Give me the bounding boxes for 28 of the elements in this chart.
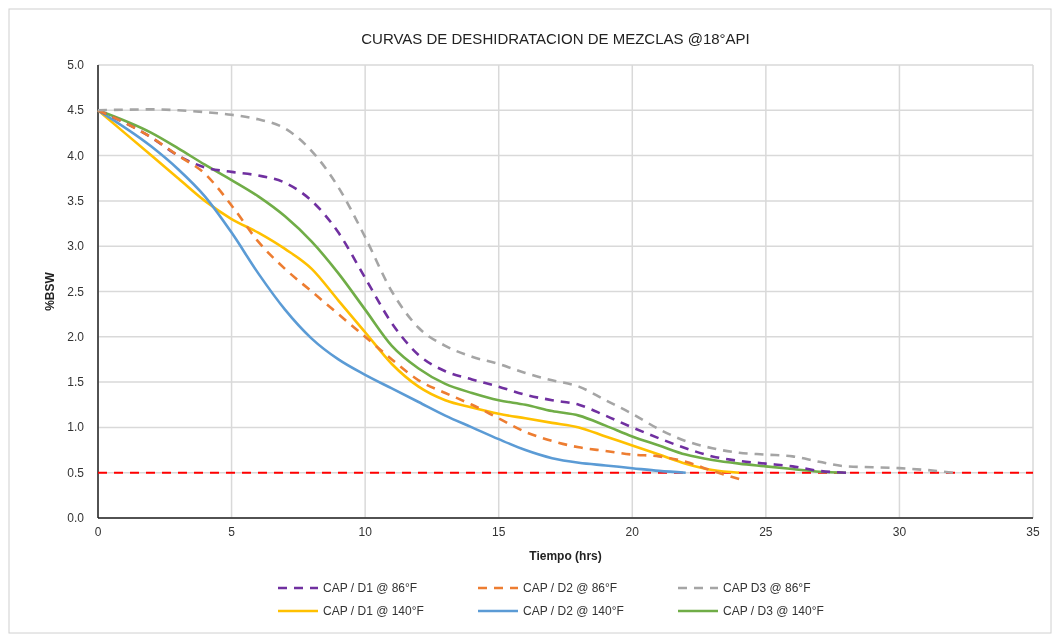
legend-label: CAP / D2 @ 86°F bbox=[523, 581, 618, 595]
y-tick-label: 1.5 bbox=[67, 375, 85, 390]
x-tick-label: 35 bbox=[1026, 525, 1040, 539]
y-tick-label: 4.5 bbox=[67, 103, 85, 118]
x-axis-title: Tiempo (hrs) bbox=[529, 549, 602, 563]
y-tick-label: 5.0 bbox=[67, 58, 85, 72]
x-tick-label: 20 bbox=[625, 525, 640, 539]
x-tick-label: 30 bbox=[892, 525, 907, 539]
y-tick-label: 3.0 bbox=[67, 239, 85, 254]
legend-label: CAP D3 @ 86°F bbox=[723, 581, 811, 595]
x-tick-label: 25 bbox=[759, 525, 773, 539]
x-tick-label: 0 bbox=[94, 525, 102, 539]
y-tick-label: 1.0 bbox=[67, 420, 85, 435]
y-tick-label: 3.5 bbox=[67, 193, 85, 208]
y-tick-label: 4.0 bbox=[67, 148, 85, 163]
x-tick-label: 10 bbox=[358, 525, 373, 539]
y-tick-label: 2.5 bbox=[67, 284, 85, 299]
x-tick-label: 15 bbox=[492, 525, 506, 539]
legend-label: CAP / D1 @ 86°F bbox=[323, 581, 418, 595]
y-tick-label: 0.5 bbox=[67, 465, 85, 480]
chart-title: CURVAS DE DESHIDRATACION DE MEZCLAS @18°API bbox=[361, 30, 750, 47]
legend-label: CAP / D1 @ 140°F bbox=[323, 604, 424, 618]
legend-label: CAP / D3 @ 140°F bbox=[723, 604, 824, 618]
x-tick-label: 5 bbox=[228, 525, 236, 539]
y-axis-title: %BSW bbox=[43, 271, 57, 311]
legend-label: CAP / D2 @ 140°F bbox=[523, 604, 624, 618]
y-tick-label: 0.0 bbox=[67, 511, 85, 525]
y-tick-label: 2.0 bbox=[67, 329, 85, 344]
